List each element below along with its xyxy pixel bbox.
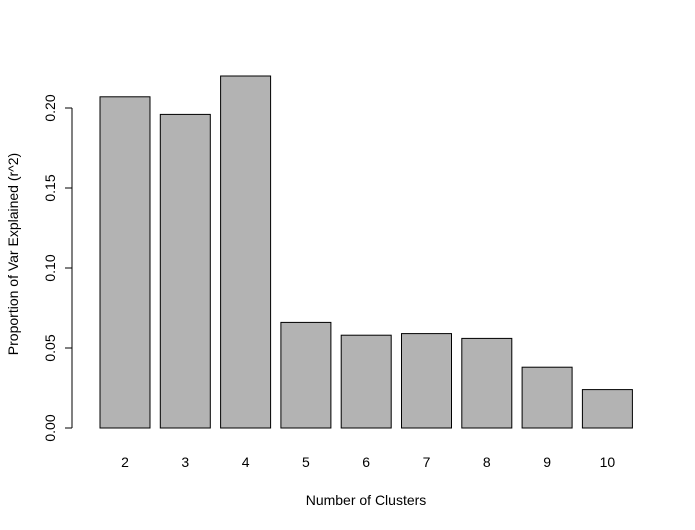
y-tick-label: 0.05 <box>42 334 58 361</box>
x-tick-label: 3 <box>181 454 189 470</box>
x-tick-label: 6 <box>362 454 370 470</box>
bar-8 <box>461 337 513 429</box>
bars-group <box>99 75 633 429</box>
y-axis-title: Proportion of Var Explained (r^2) <box>5 153 21 355</box>
x-tick-label: 8 <box>483 454 491 470</box>
x-tick-label: 9 <box>543 454 551 470</box>
x-tick-label: 10 <box>600 454 616 470</box>
bar-5 <box>280 321 332 429</box>
x-axis-title: Number of Clusters <box>306 492 427 508</box>
bar-7 <box>401 333 452 429</box>
y-tick-label: 0.00 <box>42 414 58 441</box>
y-tick-label: 0.20 <box>42 94 58 121</box>
bar-9 <box>521 366 573 429</box>
bar-4 <box>220 75 272 429</box>
y-tick-label: 0.10 <box>42 254 58 281</box>
x-tick-label: 2 <box>121 454 129 470</box>
x-axis-labels: 2 3 4 5 6 7 8 9 10 <box>121 454 615 470</box>
x-tick-label: 4 <box>242 454 250 470</box>
y-tick-label: 0.15 <box>42 174 58 201</box>
bar-3 <box>159 113 211 429</box>
bar-10 <box>581 389 633 429</box>
y-axis: 0.00 0.05 0.10 0.15 0.20 <box>42 94 73 442</box>
x-tick-label: 7 <box>423 454 431 470</box>
bar-2 <box>99 96 151 429</box>
bar-6 <box>340 334 392 429</box>
x-tick-label: 5 <box>302 454 310 470</box>
